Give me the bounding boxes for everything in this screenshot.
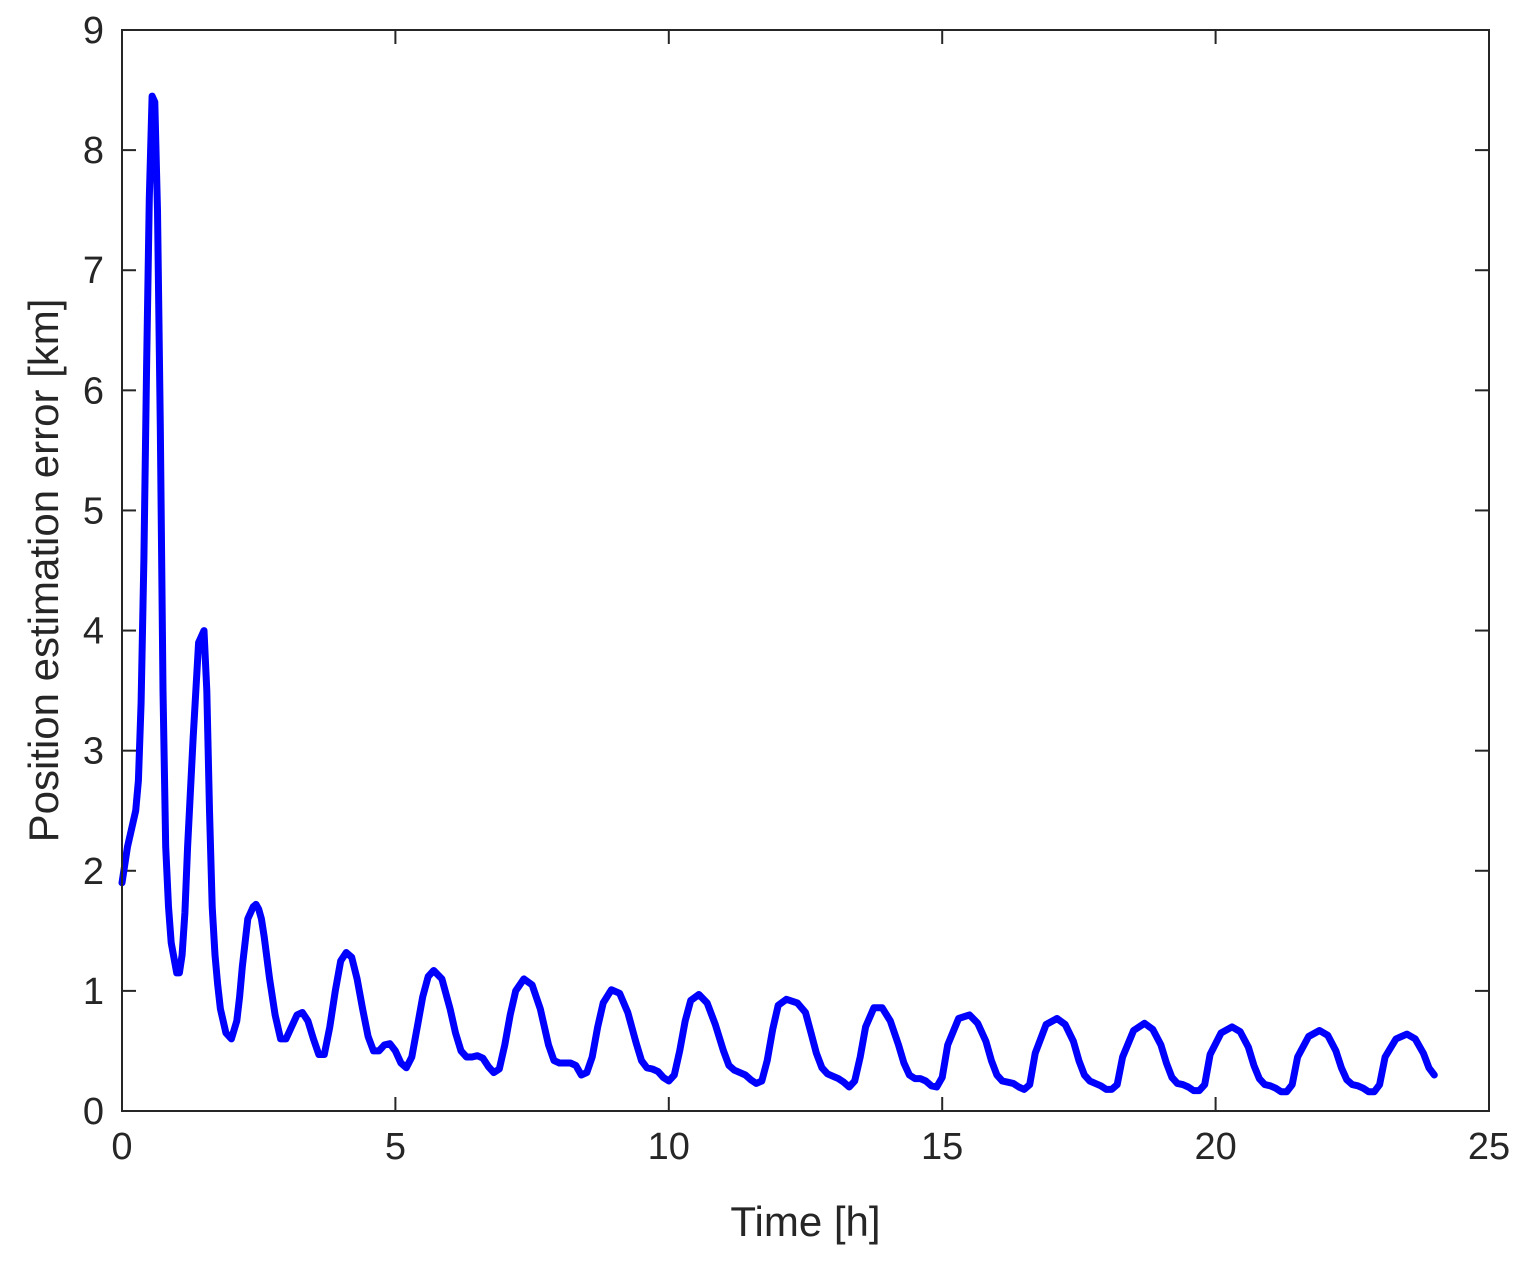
y-tick-label: 7 [83,250,104,292]
x-tick-label: 20 [1194,1126,1236,1168]
x-tick-label: 0 [111,1126,132,1168]
y-tick-label: 4 [83,611,104,653]
x-tick-label: 5 [385,1126,406,1168]
x-axis-label: Time [h] [730,1198,880,1245]
y-tick-label: 0 [83,1091,104,1133]
y-tick-label: 2 [83,851,104,893]
series-line [118,92,1438,1096]
plot-area-frame [121,29,1490,1112]
y-axis-label: Position estimation error [km] [20,299,67,843]
x-tick-label: 25 [1468,1126,1510,1168]
y-tick-label: 5 [83,490,104,532]
y-tick-label: 1 [83,971,104,1013]
y-tick-label: 6 [83,370,104,412]
y-tick-label: 8 [83,130,104,172]
axis-tick-labels: 0 5 10 15 20 25 0 1 2 3 4 5 6 7 8 9 [83,10,1510,1168]
x-tick-label: 15 [921,1126,963,1168]
y-tick-label: 9 [83,10,104,52]
y-tick-label: 3 [83,731,104,773]
x-tick-label: 10 [648,1126,690,1168]
